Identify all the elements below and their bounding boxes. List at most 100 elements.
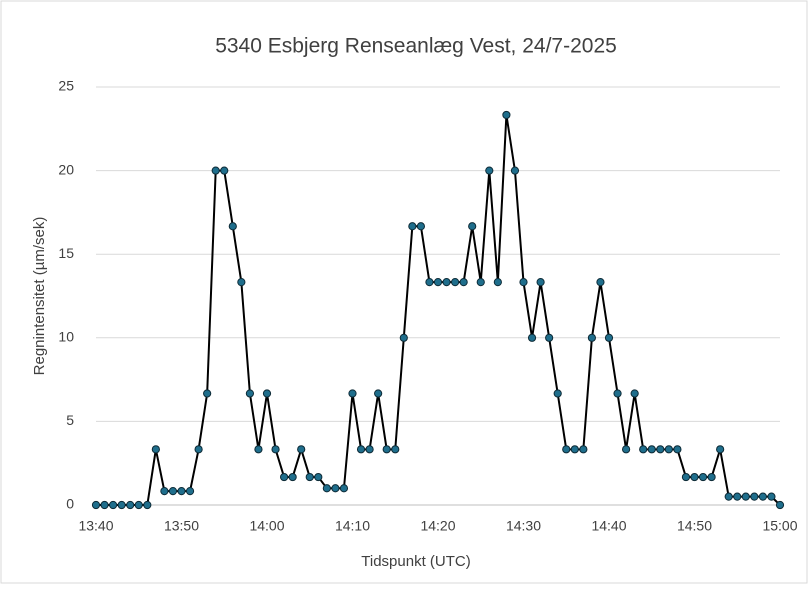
data-point	[681, 472, 691, 482]
data-point	[177, 487, 186, 496]
data-point	[690, 472, 699, 482]
data-point	[707, 472, 716, 482]
data-point	[314, 472, 323, 482]
data-point	[416, 222, 425, 231]
data-point	[536, 278, 545, 287]
data-point	[245, 389, 254, 398]
data-point	[100, 500, 109, 510]
x-tick-label: 15:00	[762, 518, 797, 534]
y-axis-label: Regnintensitet (µm/sek)	[31, 217, 48, 376]
data-point	[442, 278, 451, 287]
data-point	[126, 500, 135, 510]
data-point	[476, 278, 485, 287]
data-point	[91, 500, 101, 510]
data-point	[527, 333, 537, 342]
data-point	[168, 487, 178, 496]
y-tick-label: 10	[58, 329, 74, 345]
data-point	[356, 445, 366, 454]
data-point	[262, 389, 272, 398]
data-point	[254, 445, 263, 454]
data-point	[134, 500, 143, 510]
data-point	[510, 166, 520, 175]
data-point	[288, 472, 297, 482]
y-tick-label: 25	[58, 78, 74, 94]
x-tick-label: 14:50	[677, 518, 712, 534]
x-tick-label: 14:20	[420, 518, 455, 534]
data-point	[280, 472, 289, 482]
data-point	[322, 484, 331, 493]
data-point	[562, 445, 571, 454]
data-point	[493, 278, 502, 287]
x-axis-label: Tidspunkt (UTC)	[361, 553, 470, 570]
data-point	[203, 389, 212, 398]
data-point	[185, 487, 195, 496]
data-point	[451, 278, 460, 287]
data-point	[271, 445, 280, 454]
data-point	[305, 472, 314, 482]
data-point	[724, 492, 733, 501]
data-point	[425, 278, 434, 287]
data-point	[664, 445, 673, 454]
data-point	[733, 492, 742, 501]
data-point	[408, 222, 417, 231]
data-point	[647, 445, 656, 454]
data-point	[160, 487, 169, 496]
data-point	[151, 445, 160, 454]
data-point	[553, 389, 562, 398]
data-point	[587, 333, 597, 342]
data-point	[399, 333, 408, 342]
data-point	[348, 389, 357, 398]
x-tick-label: 13:40	[78, 518, 113, 534]
data-point	[519, 278, 528, 287]
y-tick-label: 0	[66, 496, 74, 512]
data-point	[698, 472, 708, 482]
data-point	[194, 445, 203, 454]
x-tick-label: 13:50	[164, 518, 199, 534]
data-point	[758, 492, 768, 501]
data-point	[220, 166, 229, 175]
data-point	[374, 389, 383, 398]
data-point	[468, 222, 477, 231]
data-point	[485, 166, 494, 175]
y-tick-label: 5	[66, 412, 74, 428]
data-point	[297, 445, 306, 454]
y-tick-label: 20	[58, 161, 74, 177]
y-tick-label: 15	[58, 245, 74, 261]
x-tick-label: 14:10	[335, 518, 370, 534]
data-point	[143, 500, 152, 510]
data-point	[630, 389, 639, 398]
data-point	[579, 445, 588, 454]
x-tick-label: 14:40	[591, 518, 626, 534]
x-tick-label: 14:30	[506, 518, 541, 534]
data-point	[502, 110, 511, 120]
data-point	[433, 278, 443, 287]
data-point	[211, 166, 220, 175]
data-point	[382, 445, 391, 454]
data-point	[673, 445, 682, 454]
data-point	[228, 222, 237, 231]
data-point	[109, 500, 118, 510]
data-point	[117, 500, 126, 510]
data-point	[716, 445, 725, 454]
data-point	[767, 492, 776, 501]
data-point	[365, 445, 374, 454]
data-point	[459, 278, 468, 287]
data-point	[391, 445, 400, 454]
data-point	[331, 484, 340, 493]
data-point	[741, 492, 750, 501]
data-point	[750, 492, 759, 501]
data-point	[604, 333, 614, 342]
data-point	[237, 278, 246, 287]
data-point	[613, 389, 622, 398]
data-point	[596, 278, 605, 287]
chart-title: 5340 Esbjerg Renseanlæg Vest, 24/7-2025	[215, 35, 617, 58]
data-point	[639, 445, 648, 454]
x-tick-label: 14:00	[249, 518, 284, 534]
data-point	[656, 445, 665, 454]
data-point	[339, 484, 349, 493]
data-point	[622, 445, 631, 454]
data-point	[570, 445, 579, 454]
data-point	[775, 500, 785, 510]
